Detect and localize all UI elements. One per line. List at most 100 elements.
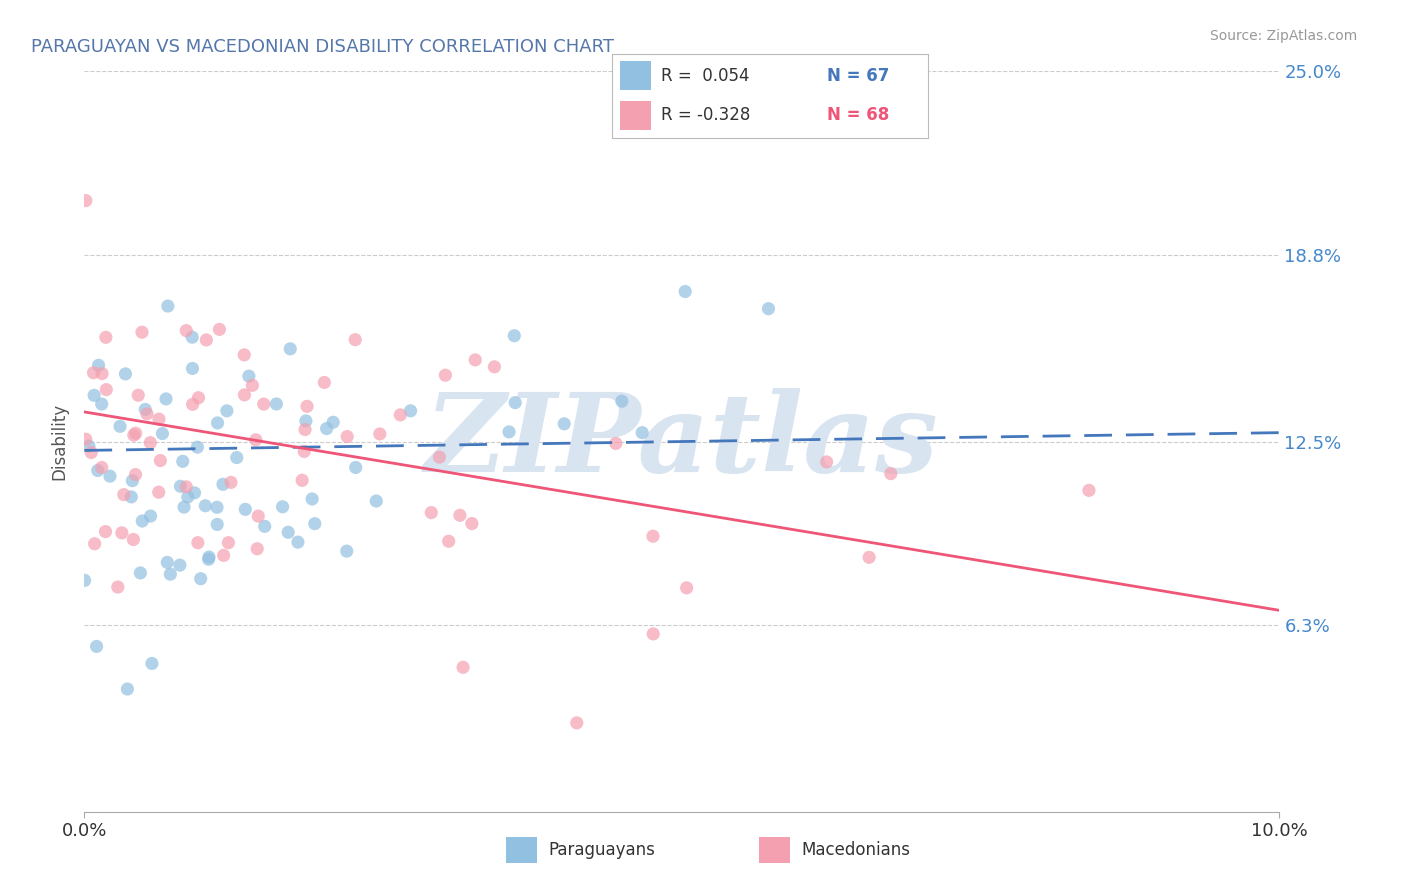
- Point: [139, 509, 162, 524]
- Point: [605, 436, 627, 450]
- Point: [90, 460, 112, 475]
- Point: [643, 627, 665, 641]
- Point: [336, 429, 359, 443]
- Point: [98, 469, 121, 483]
- Point: [233, 388, 256, 402]
- Point: [344, 333, 367, 347]
- Point: [181, 397, 204, 411]
- Point: [366, 494, 388, 508]
- Point: [336, 544, 359, 558]
- Point: [344, 460, 367, 475]
- Point: [173, 500, 195, 515]
- Point: [247, 509, 270, 524]
- Point: [187, 535, 209, 549]
- Point: [858, 550, 880, 565]
- Point: [553, 417, 575, 431]
- Point: [122, 428, 145, 442]
- Point: [190, 572, 212, 586]
- Point: [195, 333, 218, 347]
- Text: R = -0.328: R = -0.328: [661, 106, 749, 124]
- Point: [197, 552, 219, 566]
- Point: [136, 407, 159, 421]
- Text: N = 68: N = 68: [827, 106, 889, 124]
- Point: [156, 299, 179, 313]
- Point: [266, 397, 288, 411]
- FancyBboxPatch shape: [620, 62, 651, 90]
- Point: [87, 463, 110, 477]
- Point: [207, 416, 229, 430]
- Point: [294, 423, 316, 437]
- Point: [233, 502, 256, 516]
- Y-axis label: Disability: Disability: [51, 403, 69, 480]
- Point: [295, 400, 318, 414]
- Point: [148, 412, 170, 426]
- Point: [322, 415, 344, 429]
- Point: [172, 454, 194, 468]
- Point: [149, 453, 172, 467]
- Point: [122, 533, 145, 547]
- Point: [205, 517, 228, 532]
- Point: [389, 408, 412, 422]
- Point: [159, 567, 181, 582]
- Point: [498, 425, 520, 439]
- Point: [271, 500, 294, 514]
- Point: [183, 486, 205, 500]
- Point: [242, 378, 264, 392]
- Point: [292, 444, 315, 458]
- Point: [124, 426, 146, 441]
- Point: [114, 367, 136, 381]
- Point: [181, 361, 204, 376]
- Point: [176, 480, 198, 494]
- Point: [120, 490, 142, 504]
- Point: [758, 301, 780, 316]
- Point: [253, 519, 276, 533]
- Text: Source: ZipAtlas.com: Source: ZipAtlas.com: [1209, 29, 1357, 43]
- Point: [187, 391, 209, 405]
- Point: [117, 681, 139, 696]
- Point: [315, 421, 337, 435]
- Point: [77, 439, 100, 453]
- Point: [75, 194, 97, 208]
- Point: [198, 549, 221, 564]
- Text: ZIPatlas: ZIPatlas: [425, 388, 939, 495]
- Point: [631, 425, 654, 440]
- Point: [880, 467, 903, 481]
- Point: [177, 490, 200, 504]
- Point: [565, 715, 588, 730]
- Point: [155, 392, 177, 406]
- Point: [169, 479, 191, 493]
- Point: [675, 581, 697, 595]
- Point: [399, 404, 422, 418]
- Point: [278, 342, 301, 356]
- Point: [368, 426, 391, 441]
- Text: R =  0.054: R = 0.054: [661, 67, 749, 85]
- Point: [641, 529, 664, 543]
- Point: [108, 419, 131, 434]
- Point: [287, 535, 309, 549]
- Point: [107, 580, 129, 594]
- Point: [610, 394, 633, 409]
- Point: [212, 549, 235, 563]
- Point: [131, 514, 153, 528]
- Point: [111, 525, 134, 540]
- Point: [314, 376, 336, 390]
- Point: [94, 330, 117, 344]
- Point: [94, 524, 117, 539]
- Point: [212, 477, 235, 491]
- Point: [148, 485, 170, 500]
- Point: [129, 566, 152, 580]
- Point: [503, 328, 526, 343]
- Point: [75, 432, 97, 446]
- Point: [464, 352, 486, 367]
- Point: [277, 525, 299, 540]
- Point: [225, 450, 247, 465]
- Point: [174, 324, 197, 338]
- Point: [451, 660, 474, 674]
- Point: [121, 474, 143, 488]
- Point: [96, 383, 118, 397]
- Point: [295, 414, 318, 428]
- Point: [291, 473, 314, 487]
- Point: [238, 369, 260, 384]
- Point: [437, 534, 460, 549]
- Point: [219, 475, 242, 490]
